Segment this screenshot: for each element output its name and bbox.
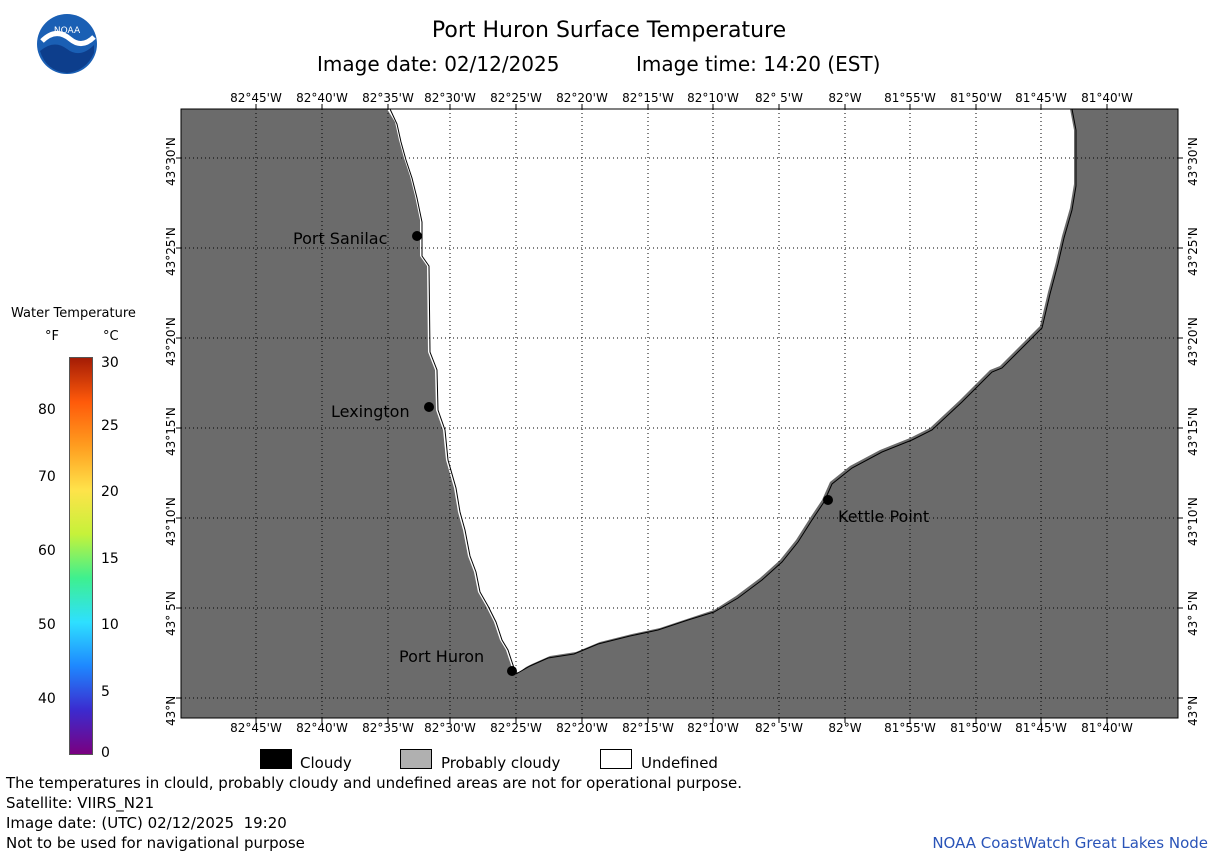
probably-cloudy-swatch — [400, 749, 432, 769]
longitude-label: 82°10'W — [687, 721, 739, 735]
longitude-label: 82°35'W — [362, 91, 414, 105]
longitude-label: 82° 5'W — [755, 91, 803, 105]
kettle-point-marker — [823, 495, 833, 505]
place-label-port-sanilac: Port Sanilac — [293, 229, 388, 248]
longitude-label: 82°15'W — [622, 721, 674, 735]
longitude-label: 82°35'W — [362, 721, 414, 735]
celsius-tick: 0 — [101, 745, 110, 761]
latitude-label: 43°15'N — [164, 407, 178, 456]
disclaimer-text: The temperatures in clould, probably clo… — [6, 774, 743, 792]
place-label-lexington: Lexington — [331, 402, 410, 421]
longitude-label: 81°45'W — [1015, 721, 1067, 735]
longitude-label: 82°20'W — [556, 91, 608, 105]
lexington-marker — [424, 402, 434, 412]
longitude-label: 82°45'W — [230, 91, 282, 105]
latitude-label: 43°30'N — [164, 137, 178, 186]
michigan-land — [181, 109, 1178, 718]
longitude-label: 82°40'W — [296, 721, 348, 735]
latitude-label: 43°20'N — [164, 317, 178, 366]
celsius-tick: 30 — [101, 355, 119, 371]
longitude-label: 81°50'W — [950, 91, 1002, 105]
coastline-east — [517, 108, 1071, 673]
image-time: Image time: 14:20 (EST) — [636, 52, 881, 76]
longitude-label: 82°15'W — [622, 91, 674, 105]
navigation-warning: Not to be used for navigational purpose — [6, 834, 305, 852]
latitude-label: 43°15'N — [1186, 407, 1200, 456]
longitude-label: 82°30'W — [424, 91, 476, 105]
longitude-label: 82°10'W — [687, 91, 739, 105]
map-frame — [180, 108, 1179, 719]
place-label-port-huron: Port Huron — [399, 647, 485, 666]
port-huron-marker — [507, 666, 517, 676]
color-scale-bar — [69, 357, 93, 755]
credit-text: NOAA CoastWatch Great Lakes Node — [932, 834, 1208, 852]
longitude-label: 81°40'W — [1081, 91, 1133, 105]
latitude-label: 43°25'N — [1186, 227, 1200, 276]
latitude-label: 43°30'N — [1186, 137, 1200, 186]
longitude-label: 82°30'W — [424, 721, 476, 735]
longitude-label: 82°25'W — [490, 721, 542, 735]
longitude-label: 82°W — [828, 91, 862, 105]
port-sanilac-marker — [412, 231, 422, 241]
fahrenheit-tick: 60 — [38, 543, 56, 559]
longitude-label: 82°25'W — [490, 91, 542, 105]
longitude-label: 81°40'W — [1081, 721, 1133, 735]
fahrenheit-tick: 40 — [38, 691, 56, 707]
latitude-label: 43° 5'N — [1186, 591, 1200, 636]
longitude-label: 81°45'W — [1015, 91, 1067, 105]
celsius-tick: 25 — [101, 418, 119, 434]
utc-date-text: Image date: (UTC) 02/12/2025 19:20 — [6, 814, 287, 832]
place-label-kettle-point: Kettle Point — [838, 507, 930, 526]
map-title: Port Huron Surface Temperature — [431, 18, 787, 43]
noaa-logo-icon: NOAA — [36, 13, 98, 75]
coastline — [392, 108, 519, 673]
latitude-label: 43°10'N — [1186, 497, 1200, 546]
undefined-swatch — [600, 749, 632, 769]
longitude-label: 82°W — [828, 721, 862, 735]
latitude-label: 43°25'N — [164, 227, 178, 276]
undefined-label: Undefined — [641, 754, 718, 772]
celsius-tick: 5 — [101, 684, 110, 700]
legend-title: Water Temperature — [11, 306, 136, 321]
cloudy-label: Cloudy — [300, 754, 352, 772]
latitude-label: 43°10'N — [164, 497, 178, 546]
cloudy-swatch — [260, 749, 292, 769]
graticule — [181, 109, 1178, 718]
longitude-label: 82°45'W — [230, 721, 282, 735]
latitude-label: 43°20'N — [1186, 317, 1200, 366]
latitude-label: 43°N — [1186, 695, 1200, 726]
celsius-tick: 10 — [101, 617, 119, 633]
celsius-tick: 15 — [101, 551, 119, 567]
unit-celsius: °C — [103, 329, 119, 344]
celsius-tick: 20 — [101, 484, 119, 500]
longitude-label: 82°40'W — [296, 91, 348, 105]
fahrenheit-tick: 50 — [38, 617, 56, 633]
longitude-label: 82° 5'W — [755, 721, 803, 735]
unit-fahrenheit: °F — [45, 329, 59, 344]
fahrenheit-tick: 70 — [38, 469, 56, 485]
logo-text: NOAA — [54, 26, 81, 36]
longitude-label: 81°50'W — [950, 721, 1002, 735]
fahrenheit-tick: 80 — [38, 402, 56, 418]
satellite-text: Satellite: VIIRS_N21 — [6, 794, 155, 812]
latitude-label: 43°N — [164, 695, 178, 726]
longitude-label: 82°20'W — [556, 721, 608, 735]
image-date: Image date: 02/12/2025 — [317, 52, 560, 76]
probably-cloudy-label: Probably cloudy — [441, 754, 561, 772]
longitude-label: 81°55'W — [884, 721, 936, 735]
latitude-label: 43° 5'N — [164, 591, 178, 636]
longitude-label: 81°55'W — [884, 91, 936, 105]
